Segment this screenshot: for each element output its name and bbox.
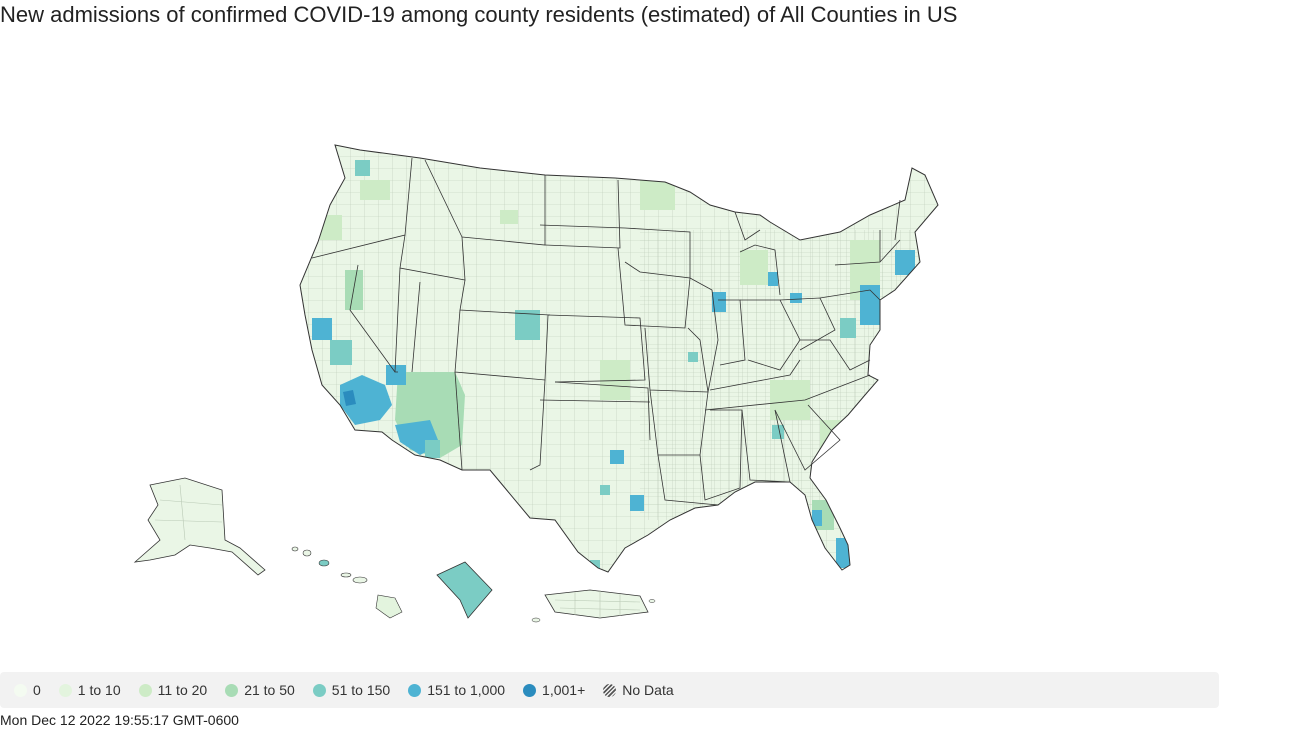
state-borders [311, 157, 901, 506]
us-outline [299, 144, 939, 573]
alaska [133, 477, 266, 576]
hatch-icon [603, 683, 617, 697]
legend-label: 21 to 50 [244, 682, 295, 698]
legend-label: 1 to 10 [77, 682, 121, 698]
legend-label: 11 to 20 [157, 682, 208, 698]
legend-item-151-to-1000[interactable]: 151 to 1,000 [408, 682, 505, 698]
choropleth-map [133, 144, 939, 623]
timestamp: Mon Dec 12 2022 19:55:17 GMT-0600 [0, 712, 239, 728]
legend-swatch [225, 683, 239, 697]
dc-inset [436, 561, 493, 619]
legend-swatch [14, 683, 27, 697]
legend-item-1-to-10[interactable]: 1 to 10 [58, 682, 121, 698]
legend-label: 0 [33, 682, 41, 698]
legend-label: 1,001+ [542, 682, 586, 698]
legend-label: 151 to 1,000 [427, 682, 506, 698]
legend-swatch [523, 683, 537, 697]
legend-swatch [312, 683, 326, 697]
legend-swatch [408, 683, 422, 697]
legend-item-0[interactable]: 0 [14, 682, 41, 698]
legend-item-11-to-20[interactable]: 11 to 20 [138, 682, 208, 698]
legend-item-1001-plus[interactable]: 1,001+ [523, 682, 585, 698]
puerto-rico [531, 589, 656, 623]
legend-label: 51 to 150 [331, 682, 391, 698]
legend-swatch [58, 683, 72, 697]
legend-item-51-to-150[interactable]: 51 to 150 [312, 682, 391, 698]
legend-swatch [138, 683, 152, 697]
legend-item-no-data[interactable]: No Data [603, 682, 674, 698]
legend-item-21-to-50[interactable]: 21 to 50 [225, 682, 295, 698]
legend: 0 1 to 10 11 to 20 21 to 50 51 to 150 15… [0, 672, 1219, 708]
contiguous-us [300, 145, 938, 572]
legend-label: No Data [622, 682, 674, 698]
map-title: New admissions of confirmed COVID-19 amo… [0, 2, 958, 27]
hawaii [291, 546, 403, 619]
